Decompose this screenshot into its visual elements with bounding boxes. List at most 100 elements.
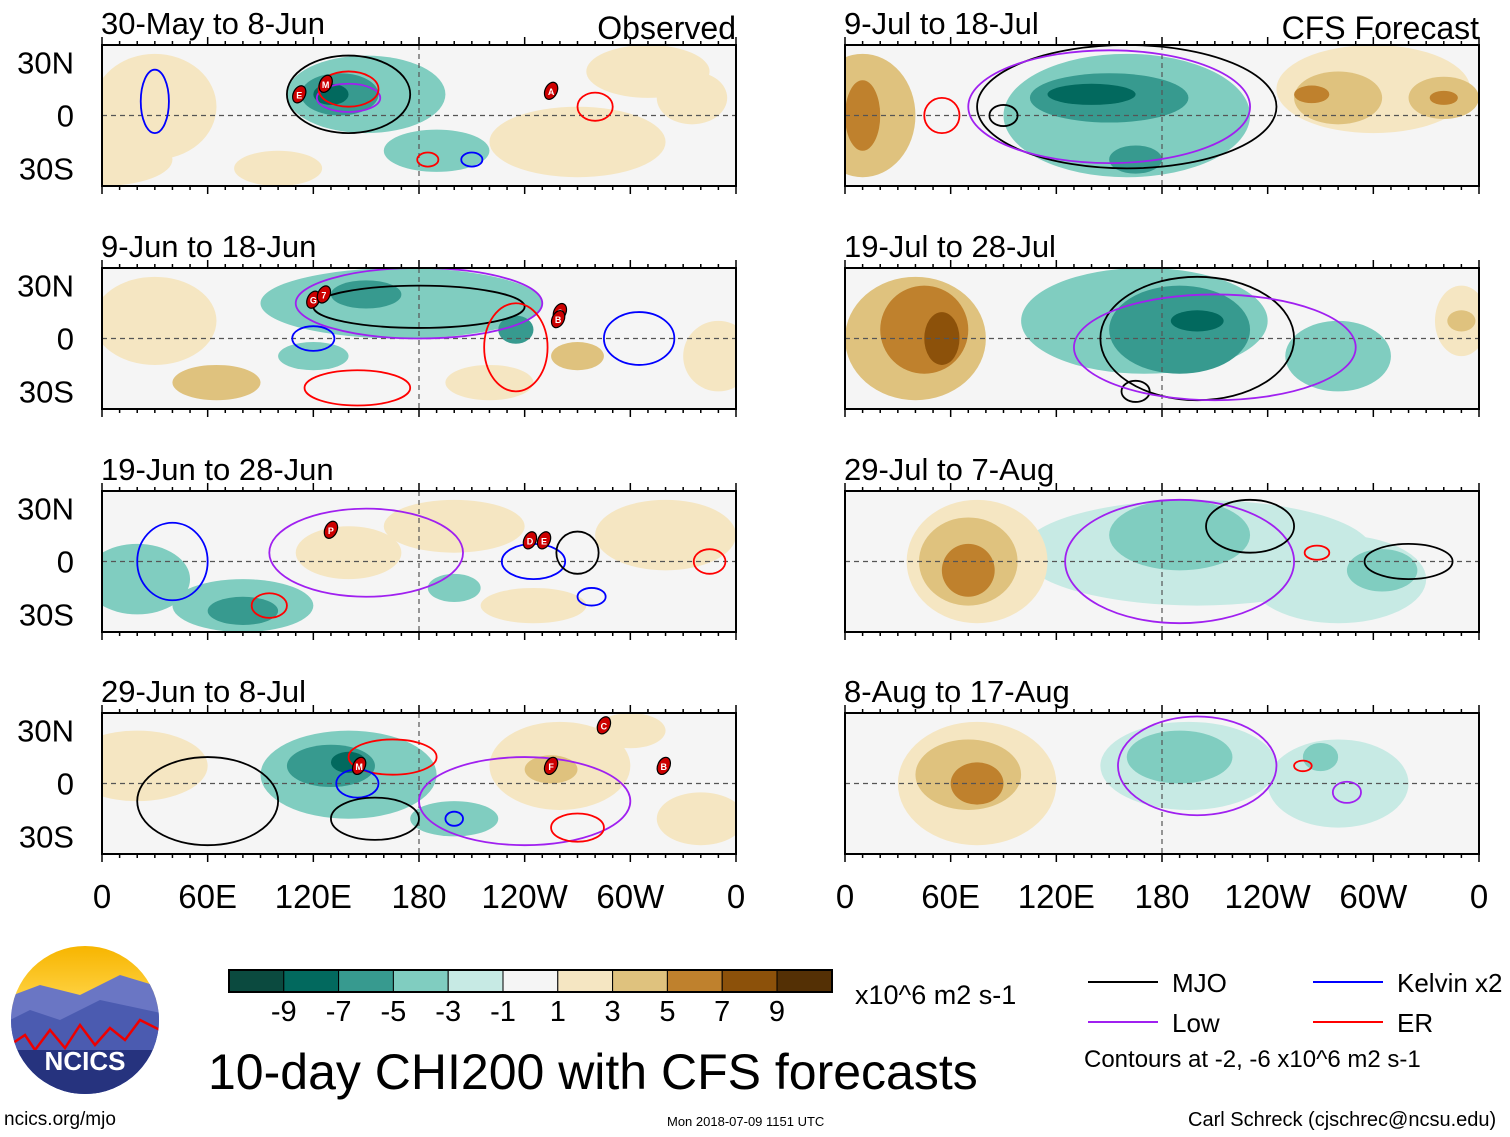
anomaly-region <box>234 150 323 186</box>
colorbar-label: 7 <box>714 996 730 1028</box>
cyclone-icon <box>596 716 612 735</box>
cyclone-icon <box>318 74 333 93</box>
anomaly-region <box>1294 71 1383 125</box>
timestamp: Mon 2018-07-09 1151 UTC <box>667 1114 825 1129</box>
map-panel: P D E 19-Jun to 28-Jun 30N 0 30S <box>17 452 737 640</box>
anomaly-region <box>1109 499 1251 571</box>
lat-label: 30S <box>19 819 74 854</box>
author-credit: Carl Schreck (cjschrec@ncsu.edu) <box>1188 1109 1497 1131</box>
panel-title: 19-Jul to 28-Jul <box>844 229 1056 264</box>
low-contour <box>315 82 382 113</box>
contour-note: Contours at -2, -6 x10^6 m2 s-1 <box>1084 1046 1421 1073</box>
anomaly-region <box>207 596 279 625</box>
map-field <box>845 713 1479 854</box>
colorbar-swatch <box>666 969 723 993</box>
colorbar-swatch <box>338 969 394 993</box>
cyclone-label: M <box>322 80 330 90</box>
anomaly-region <box>480 587 587 624</box>
kelvin-contour <box>139 68 170 135</box>
kelvin-contour <box>444 810 464 827</box>
er-contour <box>347 738 438 776</box>
map-panel: 19-Jul to 28-Jul <box>844 229 1480 417</box>
lon-label: 0 <box>93 878 111 915</box>
panel-title: 29-Jun to 8-Jul <box>101 674 306 709</box>
map-field <box>845 491 1479 632</box>
column-label: CFS Forecast <box>1282 10 1479 46</box>
map-panel: 9-Jul to 18-Jul CFS Forecast <box>844 6 1480 194</box>
colorbar: -9 -7 -5 -3 -1 1 3 5 7 9 <box>228 969 833 1028</box>
anomaly-region <box>330 280 402 309</box>
cyclone-label: 7 <box>321 290 326 300</box>
map-field <box>845 268 1479 409</box>
anomaly-region <box>1109 145 1163 174</box>
cyclone-icon <box>550 309 566 329</box>
cyclone-marker: E <box>292 85 307 104</box>
kelvin-contour <box>576 587 607 607</box>
colorbar-frame <box>228 969 833 993</box>
lat-label: 0 <box>57 322 74 357</box>
cyclone-label: E <box>541 536 547 546</box>
cyclone-label: P <box>328 526 334 536</box>
kelvin-contour <box>603 311 676 366</box>
lon-label: 120E <box>275 878 352 915</box>
lon-label: 60W <box>596 878 665 915</box>
low-contour <box>1331 780 1362 804</box>
anomaly-region <box>845 80 881 151</box>
lat-label: 0 <box>57 545 74 580</box>
anomaly-region <box>941 543 995 597</box>
colorbar-label: 1 <box>550 996 566 1028</box>
colorbar-swatch <box>502 969 559 993</box>
colorbar-label: -7 <box>326 996 352 1028</box>
colorbar-label: 5 <box>659 996 675 1028</box>
legend-label: MJO <box>1172 968 1227 998</box>
anomaly-region <box>1447 310 1476 332</box>
cyclone-marker: E <box>536 531 552 550</box>
logo-text: NCICS <box>45 1046 126 1076</box>
er-contour <box>576 91 614 122</box>
map-panel: 8-Aug to 17-Aug 0 60E 120E 180 120W 60W 0 <box>836 674 1488 915</box>
cyclone-icon <box>351 756 367 776</box>
anomaly-region <box>656 792 736 846</box>
map-field <box>845 45 1479 186</box>
anomaly-region <box>383 129 490 172</box>
low-contour <box>294 268 544 340</box>
anomaly-region <box>683 320 736 392</box>
panel-title: 9-Jun to 18-Jun <box>101 229 316 264</box>
anomaly-region <box>260 268 543 339</box>
map-field: P D E <box>102 491 736 632</box>
anomaly-region <box>1047 83 1136 105</box>
anomaly-region <box>498 315 534 344</box>
anomaly-region <box>410 801 499 837</box>
map-field: G7CB <box>102 268 736 409</box>
colorbar-label: -9 <box>271 996 297 1028</box>
cyclone-icon <box>316 285 332 304</box>
lat-label: 30S <box>19 151 74 186</box>
anomaly-region <box>102 730 208 802</box>
cyclone-label: F <box>548 762 554 772</box>
low-contour <box>418 756 632 847</box>
lat-label: 0 <box>57 99 74 134</box>
panel-title: 9-Jul to 18-Jul <box>844 6 1039 41</box>
colorbar-swatch <box>612 969 668 993</box>
cyclone-icon <box>543 756 559 776</box>
cyclone-icon <box>522 531 538 550</box>
low-contour <box>1117 715 1278 817</box>
site-link[interactable]: ncics.org/mjo <box>4 1109 116 1130</box>
mjo-contour <box>988 104 1019 127</box>
cyclone-icon <box>323 520 339 539</box>
cyclone-label: B <box>661 762 668 772</box>
colorbar-swatch <box>447 969 504 993</box>
cyclone-label: A <box>548 87 555 97</box>
anomaly-region <box>1126 730 1233 784</box>
anomaly-region <box>102 276 217 365</box>
cyclone-icon <box>292 85 307 104</box>
low-contour <box>967 49 1251 164</box>
lat-label: 30N <box>17 46 74 81</box>
panel-title: 19-Jun to 28-Jun <box>101 452 334 487</box>
map-panel: E M A 30-May to 8-Jun Observed 30N 0 30S <box>17 6 737 194</box>
mjo-contour <box>1120 379 1151 403</box>
map-panel: 29-Jul to 7-Aug <box>844 452 1480 640</box>
anomaly-region <box>924 312 960 365</box>
